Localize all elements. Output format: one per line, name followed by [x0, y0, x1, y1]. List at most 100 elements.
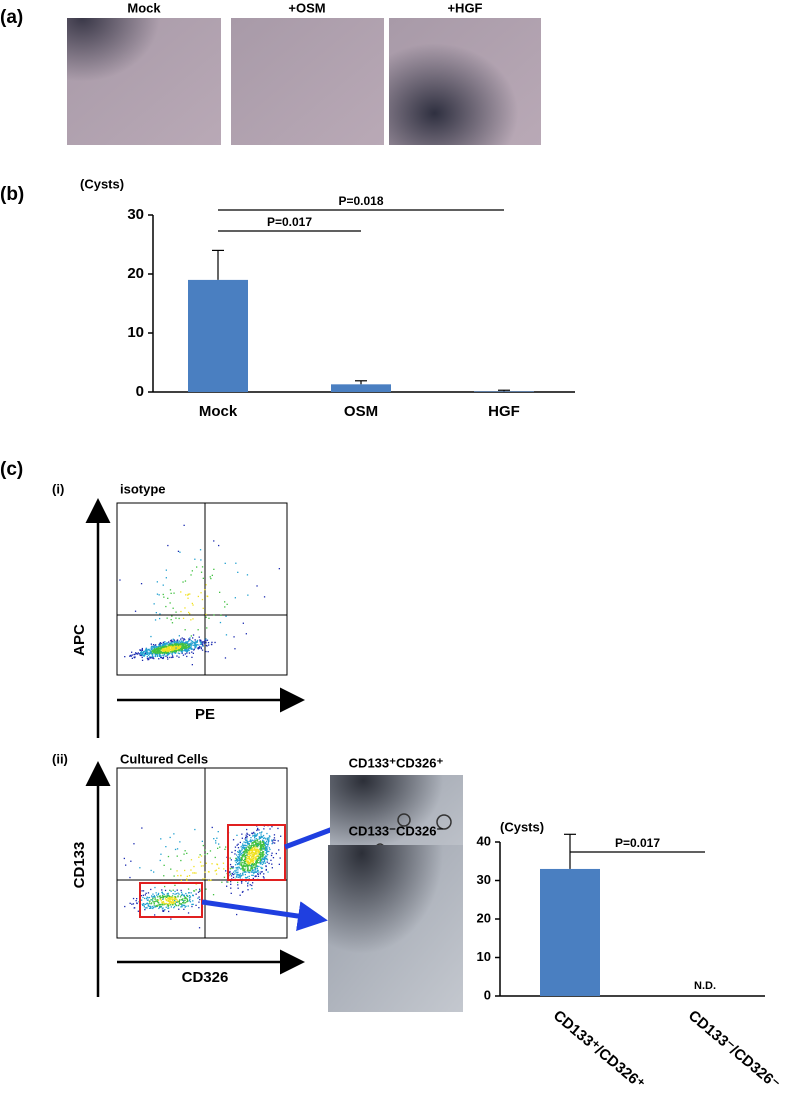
cell-dot — [192, 894, 194, 896]
cell-dot — [174, 893, 176, 895]
cell-dot — [258, 850, 260, 852]
cell-dot — [217, 831, 219, 833]
cell-dot — [165, 652, 167, 655]
cell-dot — [148, 896, 151, 899]
cell-dot — [260, 848, 263, 850]
cell-dot — [275, 852, 277, 855]
cell-dot — [257, 849, 259, 851]
cell-dot — [133, 657, 136, 659]
cell-dot — [188, 640, 190, 642]
cell-dot — [163, 893, 165, 896]
cell-dot — [143, 906, 145, 908]
cell-dot — [246, 867, 249, 869]
cell-dot — [186, 650, 189, 653]
cell-dot — [252, 861, 254, 864]
cell-dot — [184, 653, 186, 655]
cell-dot — [201, 649, 204, 651]
cell-dot — [152, 907, 154, 910]
cell-dot — [175, 643, 177, 646]
cell-dot — [247, 883, 249, 885]
cell-dot — [179, 643, 181, 646]
cell-dot — [242, 622, 244, 624]
cell-dot — [164, 889, 167, 892]
cell-dot — [187, 888, 190, 890]
cell-dot — [239, 851, 242, 853]
cell-dot — [271, 843, 273, 845]
cell-dot — [181, 647, 184, 650]
cell-dot — [248, 870, 250, 872]
cell-dot — [242, 866, 244, 868]
cell-dot — [150, 643, 152, 645]
cell-dot — [224, 606, 226, 608]
cell-dot — [176, 645, 178, 648]
cell-dot — [194, 558, 196, 560]
cell-dot — [178, 647, 180, 650]
cell-dot — [151, 653, 154, 655]
cell-dot — [177, 652, 179, 654]
cell-dot — [249, 845, 251, 847]
cell-dot — [263, 843, 265, 845]
cell-dot — [251, 851, 253, 854]
cell-dot — [263, 840, 265, 842]
cell-dot — [181, 652, 183, 654]
cell-dot — [165, 896, 167, 898]
cell-dot — [186, 898, 188, 900]
cell-dot — [136, 902, 138, 904]
cell-dot — [157, 901, 159, 903]
cell-dot — [246, 877, 248, 879]
cell-dot — [162, 900, 165, 903]
cell-dot — [156, 894, 158, 896]
cell-dot — [237, 874, 239, 876]
cell-dot — [156, 900, 158, 902]
cell-dot — [146, 896, 148, 898]
cell-dot — [246, 845, 248, 847]
cell-dot — [179, 648, 182, 650]
cell-dot — [255, 848, 257, 850]
cell-dot — [241, 864, 243, 866]
cell-dot — [268, 847, 270, 849]
cell-dot — [247, 847, 250, 849]
cell-dot — [152, 650, 155, 653]
cell-dot — [209, 850, 212, 852]
cell-dot — [173, 875, 175, 877]
cell-dot — [161, 649, 163, 652]
cell-dot — [166, 896, 168, 899]
cell-dot — [253, 845, 255, 847]
cell-dot — [260, 846, 262, 848]
cell-dot — [166, 656, 169, 658]
cell-dot — [193, 649, 195, 651]
cell-dot — [209, 576, 211, 578]
cell-dot — [194, 641, 196, 643]
cell-dot — [262, 845, 264, 847]
cell-dot — [155, 649, 158, 651]
cell-dot — [205, 862, 207, 864]
cell-dot — [172, 650, 174, 652]
x-tick-label: HGF — [488, 403, 520, 420]
cell-dot — [248, 844, 250, 846]
cell-dot — [181, 643, 184, 646]
cell-dot — [216, 837, 218, 839]
cell-dot — [247, 862, 249, 864]
cell-dot — [200, 643, 202, 645]
cell-dot — [159, 613, 161, 615]
cell-dot — [271, 863, 273, 865]
cell-dot — [159, 906, 161, 908]
cell-dot — [171, 648, 173, 650]
cell-dot — [180, 859, 182, 862]
cell-dot — [156, 899, 158, 901]
cell-dot — [213, 568, 215, 570]
cell-dot — [179, 841, 181, 843]
cell-dot — [261, 860, 263, 862]
cell-dot — [174, 848, 177, 851]
cell-dot — [169, 898, 171, 900]
cell-dot — [190, 635, 192, 637]
cell-dot — [263, 877, 265, 879]
cell-dot — [274, 842, 276, 844]
cell-dot — [251, 865, 253, 867]
cell-dot — [160, 656, 162, 659]
cell-dot — [180, 651, 183, 653]
cell-dot — [178, 904, 180, 906]
cell-dot — [160, 838, 162, 840]
cell-dot — [141, 653, 144, 655]
cell-dot — [193, 644, 195, 646]
